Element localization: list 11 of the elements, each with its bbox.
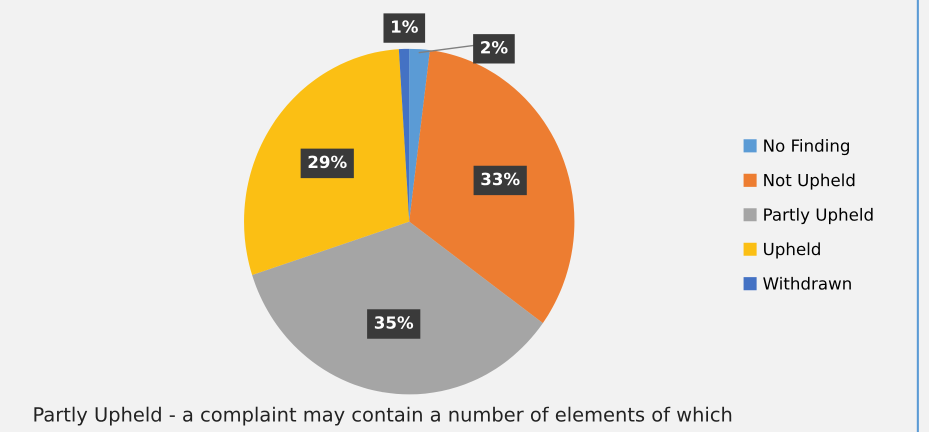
legend-label: Upheld xyxy=(764,242,820,259)
legend-label: No Finding xyxy=(764,139,849,156)
data-label: 2% xyxy=(481,41,508,54)
data-label: 29% xyxy=(308,156,347,168)
data-label: 33% xyxy=(481,172,520,186)
data-label: 1% xyxy=(392,20,418,33)
legend-label: Partly Upheld xyxy=(764,208,873,224)
legend-label: Withdrawn xyxy=(763,276,851,290)
text: Partly Upheld - a complaint may contain a number of elements of which xyxy=(34,406,732,426)
data-label: 35% xyxy=(374,316,414,329)
legend-label: Not Upheld xyxy=(764,173,854,190)
